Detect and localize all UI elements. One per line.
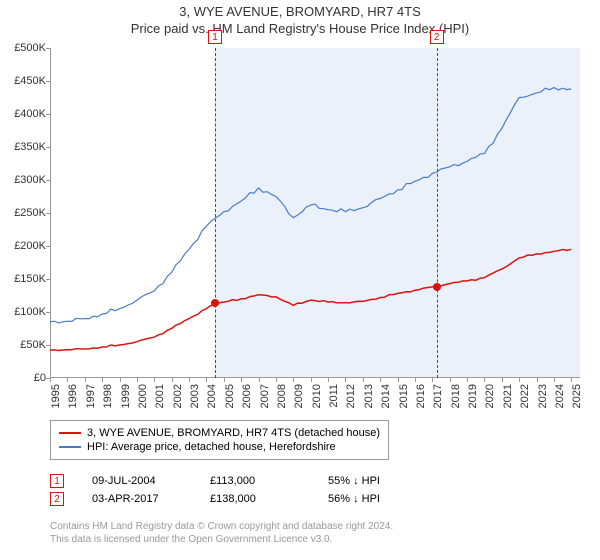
x-tick-label: 2014 xyxy=(380,384,382,408)
x-tick-label: 2022 xyxy=(519,384,521,408)
y-tick-label: £150K xyxy=(2,273,46,285)
x-tick-label: 1996 xyxy=(67,384,69,408)
sale-point xyxy=(211,299,219,307)
sales-marker-badge: 1 xyxy=(50,474,64,488)
footer-attribution: Contains HM Land Registry data © Crown c… xyxy=(50,520,393,546)
x-tick-label: 1997 xyxy=(85,384,87,408)
sales-row: 2 03-APR-2017 £138,000 56% ↓ HPI xyxy=(50,492,418,506)
y-tick-label: £400K xyxy=(2,108,46,120)
chart-lines xyxy=(50,48,580,378)
marker-line xyxy=(437,48,438,378)
sales-marker-badge: 2 xyxy=(50,492,64,506)
x-tick-label: 2020 xyxy=(484,384,486,408)
y-tick-label: £50K xyxy=(2,339,46,351)
x-tick-label: 2003 xyxy=(189,384,191,408)
x-tick-label: 1998 xyxy=(102,384,104,408)
y-tick-label: £250K xyxy=(2,207,46,219)
marker-badge: 2 xyxy=(430,30,444,44)
x-tick-label: 2012 xyxy=(345,384,347,408)
y-tick-label: £300K xyxy=(2,174,46,186)
x-tick-label: 2019 xyxy=(467,384,469,408)
footer-line-2: This data is licensed under the Open Gov… xyxy=(50,533,393,546)
marker-line xyxy=(215,48,216,378)
x-tick-label: 2011 xyxy=(328,384,330,408)
x-tick-label: 2023 xyxy=(537,384,539,408)
legend-swatch xyxy=(59,432,81,434)
x-tick-label: 2021 xyxy=(502,384,504,408)
x-tick-label: 1995 xyxy=(50,384,52,408)
chart-container: 3, WYE AVENUE, BROMYARD, HR7 4TS Price p… xyxy=(0,0,600,560)
marker-badge: 1 xyxy=(208,30,222,44)
page-title: 3, WYE AVENUE, BROMYARD, HR7 4TS xyxy=(0,4,600,19)
y-tick-label: £450K xyxy=(2,75,46,87)
sales-price: £113,000 xyxy=(210,475,300,487)
sales-table: 1 09-JUL-2004 £113,000 55% ↓ HPI 2 03-APR-201… xyxy=(50,470,418,510)
x-tick-label: 2004 xyxy=(206,384,208,408)
x-tick-label: 2000 xyxy=(137,384,139,408)
sales-date: 03-APR-2017 xyxy=(92,493,182,505)
x-tick-label: 2005 xyxy=(224,384,226,408)
legend-label: HPI: Average price, detached house, Here… xyxy=(87,441,336,453)
x-tick-label: 2024 xyxy=(554,384,556,408)
sales-delta: 55% ↓ HPI xyxy=(328,475,418,487)
x-tick-label: 1999 xyxy=(120,384,122,408)
sales-price: £138,000 xyxy=(210,493,300,505)
x-tick-label: 2015 xyxy=(398,384,400,408)
series-property xyxy=(50,249,571,350)
series-hpi xyxy=(50,88,571,323)
chart-area: £0£50K£100K£150K£200K£250K£300K£350K£400… xyxy=(50,48,580,378)
y-tick-label: £200K xyxy=(2,240,46,252)
sales-delta: 56% ↓ HPI xyxy=(328,493,418,505)
legend-item: HPI: Average price, detached house, Here… xyxy=(59,441,380,453)
y-tick-label: £0 xyxy=(2,372,46,384)
y-tick-label: £500K xyxy=(2,42,46,54)
x-tick-label: 2008 xyxy=(276,384,278,408)
legend-label: 3, WYE AVENUE, BROMYARD, HR7 4TS (detach… xyxy=(87,427,380,439)
x-tick-label: 2002 xyxy=(172,384,174,408)
x-tick-label: 2025 xyxy=(571,384,573,408)
x-tick-label: 2006 xyxy=(241,384,243,408)
y-tick-label: £350K xyxy=(2,141,46,153)
x-tick-label: 2017 xyxy=(432,384,434,408)
footer-line-1: Contains HM Land Registry data © Crown c… xyxy=(50,520,393,533)
x-tick-label: 2018 xyxy=(450,384,452,408)
sale-point xyxy=(433,283,441,291)
legend-swatch xyxy=(59,446,81,448)
sales-date: 09-JUL-2004 xyxy=(92,475,182,487)
page-subtitle: Price paid vs. HM Land Registry's House … xyxy=(0,21,600,36)
legend-item: 3, WYE AVENUE, BROMYARD, HR7 4TS (detach… xyxy=(59,427,380,439)
x-tick-label: 2001 xyxy=(154,384,156,408)
x-tick-label: 2010 xyxy=(311,384,313,408)
x-tick-label: 2009 xyxy=(293,384,295,408)
x-tick-label: 2007 xyxy=(259,384,261,408)
x-tick-label: 2016 xyxy=(415,384,417,408)
y-tick-label: £100K xyxy=(2,306,46,318)
title-block: 3, WYE AVENUE, BROMYARD, HR7 4TS Price p… xyxy=(0,0,600,38)
x-tick-label: 2013 xyxy=(363,384,365,408)
legend: 3, WYE AVENUE, BROMYARD, HR7 4TS (detach… xyxy=(50,420,389,460)
sales-row: 1 09-JUL-2004 £113,000 55% ↓ HPI xyxy=(50,474,418,488)
